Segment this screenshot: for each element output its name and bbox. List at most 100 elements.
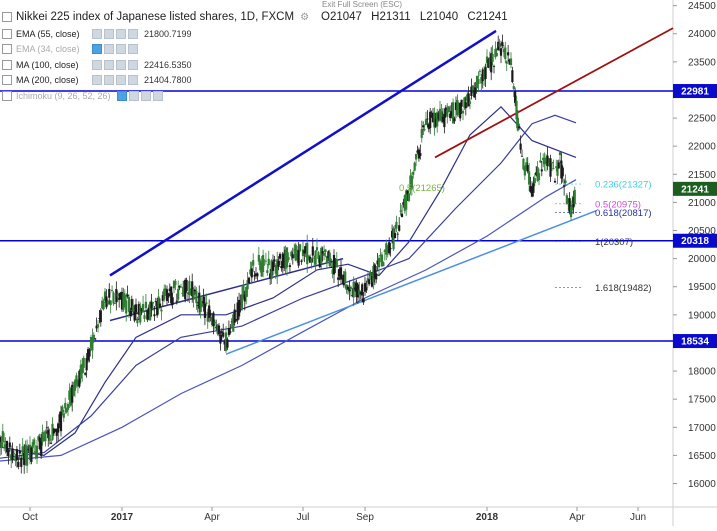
- y-tick-label: 24500: [688, 1, 716, 12]
- candle-body: [461, 110, 465, 114]
- candle-body: [474, 87, 477, 94]
- candle-body: [405, 190, 408, 210]
- candle-body: [392, 228, 395, 250]
- legend: Nikkei 225 index of Japanese listed shar…: [2, 8, 508, 104]
- candle-body: [337, 277, 340, 280]
- eye-icon[interactable]: [92, 28, 102, 39]
- remove-icon[interactable]: [116, 28, 126, 39]
- eye-icon[interactable]: [116, 90, 127, 101]
- indicator-collapse-icon[interactable]: [2, 59, 12, 70]
- candle-body: [192, 289, 195, 300]
- candle-body: [120, 291, 124, 310]
- candle-body: [1, 431, 4, 442]
- candle-body: [477, 79, 480, 84]
- candle-body: [393, 233, 397, 239]
- more-icon[interactable]: [128, 59, 138, 70]
- candle-body: [308, 256, 312, 263]
- candle-body: [355, 282, 358, 298]
- candle-body: [224, 332, 228, 351]
- settings-icon[interactable]: [104, 75, 114, 86]
- candle-body: [200, 304, 204, 307]
- candle-body: [24, 444, 27, 460]
- indicator-collapse-icon[interactable]: [2, 44, 12, 55]
- more-icon[interactable]: [152, 90, 163, 101]
- candle-body: [79, 364, 82, 379]
- candle-body: [567, 199, 570, 202]
- remove-icon[interactable]: [116, 59, 126, 70]
- candle-body: [172, 280, 176, 289]
- candle-body: [468, 101, 472, 104]
- candle-body: [253, 274, 256, 277]
- candle-body: [35, 445, 39, 459]
- candle-body: [206, 311, 209, 322]
- more-icon[interactable]: [128, 28, 138, 39]
- candle-body: [165, 289, 169, 302]
- candle-body: [233, 309, 236, 323]
- candle-body: [256, 273, 259, 277]
- x-tick-label: Apr: [204, 512, 220, 523]
- candle-body: [335, 259, 338, 268]
- candle-body: [78, 370, 81, 387]
- candle-body: [149, 302, 152, 321]
- more-icon[interactable]: [128, 44, 138, 55]
- remove-icon[interactable]: [116, 75, 126, 86]
- candle-body: [497, 41, 500, 51]
- indicator-collapse-icon[interactable]: [2, 75, 12, 86]
- indicator-row[interactable]: MA (200, close) 21404.7800: [2, 73, 508, 89]
- more-icon[interactable]: [128, 75, 138, 86]
- candle-body: [346, 286, 350, 290]
- candle-body: [372, 265, 375, 283]
- indicator-collapse-icon[interactable]: [2, 28, 12, 39]
- collapse-icon[interactable]: [2, 12, 12, 22]
- eye-icon[interactable]: [92, 75, 102, 86]
- settings-icon[interactable]: [128, 90, 139, 101]
- candle-body: [307, 256, 310, 258]
- candle-body: [28, 444, 32, 460]
- candle-body: [41, 432, 44, 442]
- candle-body: [38, 437, 41, 450]
- settings-icon[interactable]: [104, 44, 114, 55]
- gear-icon[interactable]: ⚙: [300, 11, 310, 23]
- candle-body: [293, 249, 296, 251]
- candle-body: [182, 280, 185, 297]
- eye-icon[interactable]: [92, 59, 102, 70]
- candle-body: [290, 251, 293, 257]
- candle-body: [345, 284, 348, 291]
- candle-body: [422, 125, 425, 128]
- candle-body: [508, 59, 511, 65]
- settings-icon[interactable]: [104, 28, 114, 39]
- candle-body: [277, 261, 280, 267]
- candle-body: [12, 453, 16, 455]
- indicator-row[interactable]: EMA (55, close) 21800.7199: [2, 26, 508, 42]
- remove-icon[interactable]: [140, 90, 151, 101]
- settings-icon[interactable]: [104, 59, 114, 70]
- indicator-collapse-icon[interactable]: [2, 90, 12, 101]
- indicator-row[interactable]: EMA (34, close): [2, 42, 508, 58]
- candle-body: [429, 111, 432, 128]
- candle-body: [151, 301, 155, 304]
- candle-body: [317, 252, 320, 259]
- remove-icon[interactable]: [116, 44, 126, 55]
- indicator-row[interactable]: MA (100, close) 22416.5350: [2, 57, 508, 73]
- candle-body: [491, 54, 494, 62]
- candle-body: [235, 319, 238, 321]
- candle-body: [382, 262, 385, 267]
- candle-body: [406, 190, 409, 195]
- y-tick-label: 16500: [688, 451, 716, 462]
- indicator-toolbar: [116, 90, 163, 101]
- candle-body: [466, 94, 469, 101]
- candle-body: [198, 292, 201, 309]
- level-price-tag: [673, 334, 717, 349]
- eye-icon[interactable]: [92, 44, 102, 55]
- exit-fullscreen-hint[interactable]: Exit Full Screen (ESC): [322, 0, 403, 9]
- candle-body: [300, 260, 303, 262]
- candle-body: [504, 47, 507, 60]
- candle-body: [209, 312, 212, 315]
- candle-body: [132, 305, 135, 313]
- candle-body: [186, 292, 190, 294]
- indicator-row[interactable]: Ichimoku (9, 26, 52, 26): [2, 88, 508, 104]
- candle-body: [342, 274, 345, 286]
- candle-body: [61, 406, 64, 413]
